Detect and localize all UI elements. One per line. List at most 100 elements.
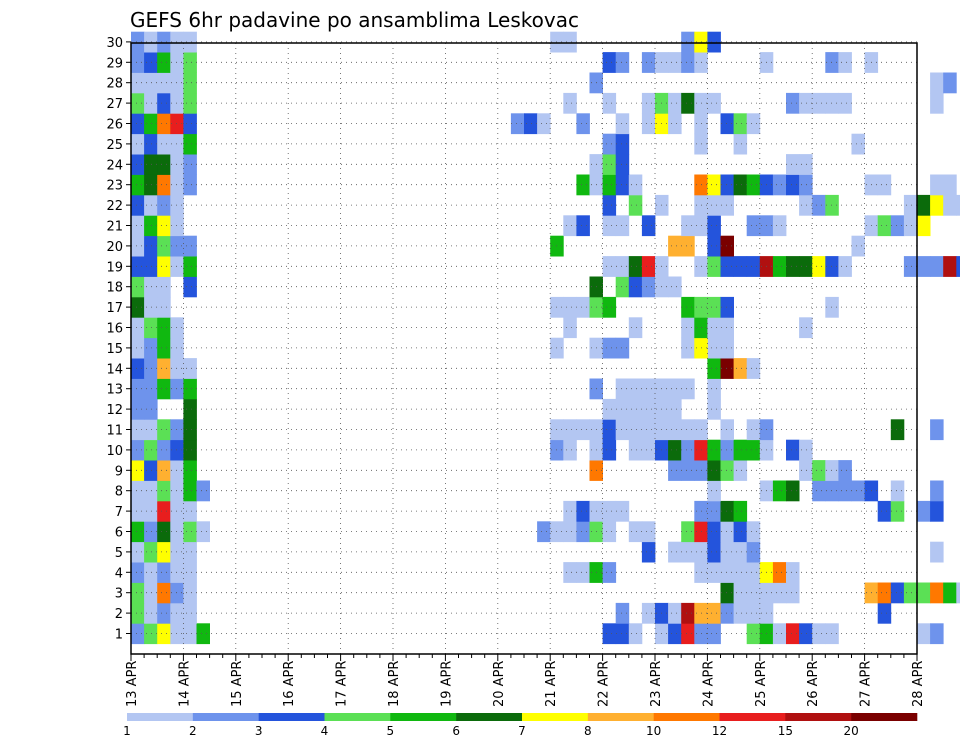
heatmap-cell bbox=[563, 296, 577, 318]
heatmap-cell bbox=[903, 582, 918, 604]
colorbar: 1 2 3 4 5 6 7 8 10 12 15 20 bbox=[123, 713, 918, 738]
heatmap-cell bbox=[183, 154, 197, 175]
heatmap-cell bbox=[563, 562, 577, 583]
heatmap-cell bbox=[799, 174, 813, 196]
heatmap-cell bbox=[851, 133, 865, 155]
y-tick-label: 18 bbox=[106, 281, 123, 296]
heatmap-cell bbox=[733, 500, 748, 522]
y-tick-label: 25 bbox=[106, 138, 123, 153]
heatmap-cell bbox=[615, 337, 630, 359]
heatmap-cell bbox=[615, 113, 630, 135]
heatmap-cell bbox=[157, 194, 171, 216]
heatmap-cell bbox=[733, 113, 748, 135]
heatmap-cell bbox=[668, 113, 682, 135]
heatmap-cell bbox=[641, 92, 656, 114]
heatmap-cell bbox=[628, 276, 643, 298]
y-tick-label: 26 bbox=[106, 118, 123, 133]
heatmap-cell bbox=[681, 92, 695, 114]
heatmap-cell bbox=[943, 256, 957, 277]
heatmap-cell bbox=[563, 419, 577, 441]
heatmap-cell bbox=[170, 378, 184, 400]
heatmap-cell bbox=[720, 194, 734, 216]
heatmap-cell bbox=[668, 52, 682, 73]
heatmap-cell bbox=[170, 256, 184, 277]
heatmap-cell bbox=[183, 31, 197, 53]
heatmap-cell bbox=[576, 419, 590, 441]
heatmap-cell bbox=[917, 256, 931, 277]
heatmap-cell bbox=[707, 317, 721, 339]
heatmap-cell bbox=[930, 500, 944, 522]
heatmap-cell bbox=[602, 623, 617, 645]
colorbar-segment bbox=[719, 713, 786, 721]
heatmap-cell bbox=[917, 500, 931, 522]
heatmap-cell bbox=[131, 52, 145, 73]
heatmap-cell bbox=[903, 194, 918, 216]
heatmap-cell bbox=[144, 541, 158, 563]
heatmap-cell bbox=[183, 378, 197, 400]
heatmap-cell bbox=[144, 398, 158, 420]
heatmap-cell bbox=[707, 337, 721, 359]
heatmap-cell bbox=[615, 378, 630, 400]
heatmap-cell bbox=[746, 439, 761, 461]
heatmap-cell bbox=[170, 541, 184, 563]
y-tick-label: 24 bbox=[106, 158, 123, 173]
heatmap-cell bbox=[183, 419, 197, 441]
heatmap-cell bbox=[157, 541, 171, 563]
heatmap-cell bbox=[707, 256, 721, 277]
heatmap-cell bbox=[772, 480, 787, 502]
heatmap-cell bbox=[602, 337, 617, 359]
heatmap-cell bbox=[157, 276, 171, 298]
heatmap-cell bbox=[510, 113, 525, 135]
y-tick-label: 30 bbox=[106, 36, 123, 51]
x-tick-label: 28 APR bbox=[911, 661, 926, 707]
heatmap-cell bbox=[668, 235, 682, 257]
heatmap-cell bbox=[131, 582, 145, 604]
x-tick-label: 27 APR bbox=[859, 661, 874, 707]
heatmap-cell bbox=[602, 174, 617, 196]
heatmap-cell bbox=[615, 133, 630, 155]
heatmap-cell bbox=[681, 623, 695, 645]
heatmap-cell bbox=[641, 398, 656, 420]
heatmap-cell bbox=[930, 194, 944, 216]
heatmap-cell bbox=[170, 480, 184, 502]
y-tick-label: 11 bbox=[106, 424, 123, 439]
heatmap-cell bbox=[681, 378, 695, 400]
heatmap-cell bbox=[812, 460, 826, 481]
heatmap-cell bbox=[131, 623, 145, 645]
heatmap-cell bbox=[825, 52, 839, 73]
heatmap-cell bbox=[170, 113, 184, 135]
heatmap-cell bbox=[157, 113, 171, 135]
heatmap-cell bbox=[746, 174, 761, 196]
heatmap-cell bbox=[668, 460, 682, 481]
heatmap-cell bbox=[602, 256, 617, 277]
colorbar-segment bbox=[192, 713, 259, 721]
heatmap-cell bbox=[799, 154, 813, 175]
y-tick-label: 15 bbox=[106, 342, 123, 357]
heatmap-cell bbox=[183, 276, 197, 298]
grid-lines bbox=[130, 41, 918, 654]
heatmap-cell bbox=[183, 92, 197, 114]
heatmap-cell bbox=[157, 582, 171, 604]
x-tick-label: 20 APR bbox=[492, 661, 507, 707]
colorbar-segment bbox=[258, 713, 325, 721]
heatmap-cell bbox=[720, 296, 734, 318]
heatmap-cell bbox=[641, 113, 656, 135]
heatmap-cell bbox=[668, 378, 682, 400]
heatmap-cell bbox=[131, 235, 145, 257]
heatmap-cell bbox=[720, 460, 734, 481]
heatmap-cell bbox=[196, 521, 210, 543]
heatmap-cell bbox=[170, 133, 184, 155]
heatmap-cell bbox=[602, 296, 617, 318]
heatmap-cell bbox=[877, 174, 892, 196]
heatmap-cell bbox=[183, 133, 197, 155]
heatmap-cell bbox=[930, 480, 944, 502]
y-tick-label: 3 bbox=[115, 587, 123, 602]
heatmap-cell bbox=[681, 31, 695, 53]
heatmap-cell bbox=[196, 480, 210, 502]
heatmap-cell bbox=[183, 500, 197, 522]
heatmap-cell bbox=[170, 317, 184, 339]
heatmap-cell bbox=[170, 460, 184, 481]
heatmap-cell bbox=[707, 92, 721, 114]
y-axis: 1234567891011121314151617181920212223242… bbox=[106, 36, 131, 643]
heatmap-cell bbox=[733, 439, 748, 461]
